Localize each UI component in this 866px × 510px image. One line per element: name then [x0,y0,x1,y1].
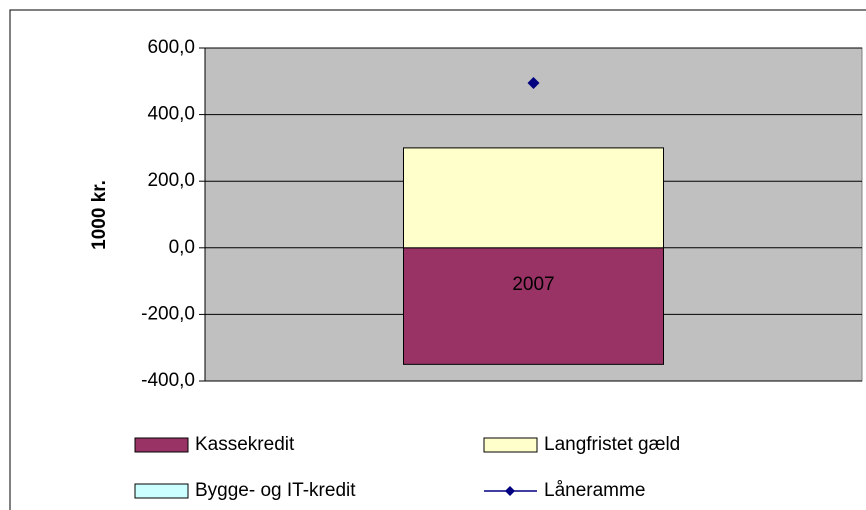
legend-swatch [134,437,189,453]
y-tick-label: -200,0 [141,303,195,324]
legend-marker [505,486,515,496]
legend-swatch [134,483,189,499]
legend-label: Bygge- og IT-kredit [195,480,356,501]
y-tick-label: -400,0 [141,370,195,391]
y-tick-label: 400,0 [147,104,195,125]
line-marker [527,76,540,89]
legend-label: Langfristet gæld [544,434,680,455]
legend-swatch [483,437,538,453]
y-tick-label: 600,0 [147,37,195,58]
legend-label: Låneramme [544,480,645,501]
y-tick-label: 0,0 [169,237,195,258]
legend-label: Kassekredit [195,434,295,455]
y-tick-label: 200,0 [147,170,195,191]
bar [403,147,664,249]
bar [403,247,664,365]
x-tick-label: 2007 [512,274,554,295]
y-axis-label: 1000 kr. [89,180,110,250]
